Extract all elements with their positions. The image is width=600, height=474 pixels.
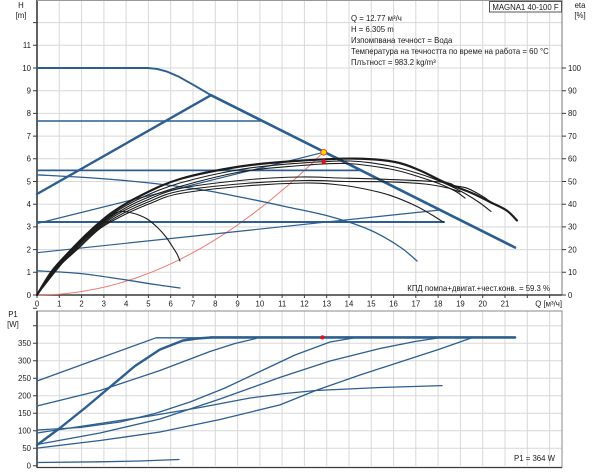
svg-text:7: 7 bbox=[27, 132, 31, 141]
svg-text:6: 6 bbox=[27, 155, 31, 164]
svg-text:15: 15 bbox=[367, 300, 376, 309]
svg-text:4: 4 bbox=[27, 200, 32, 209]
svg-text:300: 300 bbox=[18, 357, 32, 366]
svg-text:Q = 12.77 м³/ч: Q = 12.77 м³/ч bbox=[351, 14, 402, 23]
svg-text:0: 0 bbox=[27, 291, 32, 300]
svg-text:Температура на течността по вр: Температура на течността по време на раб… bbox=[351, 47, 549, 56]
svg-text:1: 1 bbox=[27, 268, 31, 277]
svg-text:9: 9 bbox=[27, 87, 31, 96]
svg-text:9: 9 bbox=[235, 300, 239, 309]
svg-text:0: 0 bbox=[35, 300, 40, 309]
svg-text:250: 250 bbox=[18, 374, 32, 383]
svg-text:4: 4 bbox=[124, 300, 129, 309]
svg-text:3: 3 bbox=[27, 223, 31, 232]
svg-text:[%]: [%] bbox=[574, 11, 585, 20]
svg-text:H: H bbox=[18, 1, 24, 10]
svg-text:21: 21 bbox=[501, 300, 510, 309]
svg-text:10: 10 bbox=[568, 268, 577, 277]
svg-text:[m]: [m] bbox=[16, 11, 27, 20]
svg-text:8: 8 bbox=[213, 300, 217, 309]
svg-text:20: 20 bbox=[568, 245, 577, 254]
svg-text:H = 6.305 m: H = 6.305 m bbox=[351, 25, 394, 34]
svg-text:7: 7 bbox=[191, 300, 195, 309]
svg-text:8: 8 bbox=[27, 109, 31, 118]
svg-text:18: 18 bbox=[434, 300, 443, 309]
svg-text:5: 5 bbox=[146, 300, 151, 309]
svg-text:КПД помпа+двигат.+чест.конв. =: КПД помпа+двигат.+чест.конв. = 59.3 % bbox=[407, 284, 550, 293]
svg-text:11: 11 bbox=[278, 300, 286, 309]
svg-text:16: 16 bbox=[389, 300, 398, 309]
svg-text:MAGNA1 40-100 F: MAGNA1 40-100 F bbox=[492, 3, 559, 12]
svg-text:80: 80 bbox=[568, 109, 577, 118]
svg-text:13: 13 bbox=[322, 300, 331, 309]
svg-text:Плътност = 983.2 kg/m³: Плътност = 983.2 kg/m³ bbox=[351, 58, 436, 67]
svg-text:2: 2 bbox=[27, 245, 31, 254]
svg-text:200: 200 bbox=[18, 392, 32, 401]
svg-text:30: 30 bbox=[568, 223, 577, 232]
svg-text:350: 350 bbox=[18, 339, 32, 348]
svg-text:[W]: [W] bbox=[7, 320, 19, 329]
svg-text:10: 10 bbox=[22, 64, 31, 73]
svg-text:11: 11 bbox=[23, 41, 31, 50]
svg-text:0: 0 bbox=[27, 462, 32, 471]
svg-text:20: 20 bbox=[478, 300, 487, 309]
svg-text:P1: P1 bbox=[8, 310, 18, 319]
svg-text:50: 50 bbox=[22, 444, 31, 453]
svg-text:Q [м³/ч]: Q [м³/ч] bbox=[535, 300, 562, 309]
svg-text:10: 10 bbox=[256, 300, 265, 309]
svg-text:17: 17 bbox=[412, 300, 421, 309]
svg-text:50: 50 bbox=[568, 177, 577, 186]
svg-text:2: 2 bbox=[79, 300, 83, 309]
svg-text:70: 70 bbox=[568, 132, 577, 141]
svg-text:60: 60 bbox=[568, 155, 577, 164]
svg-text:0: 0 bbox=[568, 291, 573, 300]
svg-text:Изпомпвана течност = Вода: Изпомпвана течност = Вода bbox=[351, 36, 453, 45]
svg-text:12: 12 bbox=[300, 300, 309, 309]
svg-text:5: 5 bbox=[27, 177, 32, 186]
svg-text:100: 100 bbox=[568, 64, 582, 73]
svg-text:P1 = 364 W: P1 = 364 W bbox=[514, 454, 556, 463]
svg-text:19: 19 bbox=[456, 300, 465, 309]
svg-text:3: 3 bbox=[102, 300, 106, 309]
svg-text:14: 14 bbox=[345, 300, 354, 309]
svg-text:90: 90 bbox=[568, 87, 577, 96]
svg-text:6: 6 bbox=[169, 300, 173, 309]
svg-text:40: 40 bbox=[568, 200, 577, 209]
svg-text:150: 150 bbox=[18, 409, 32, 418]
svg-text:eta: eta bbox=[575, 1, 587, 10]
svg-text:1: 1 bbox=[57, 300, 61, 309]
svg-text:100: 100 bbox=[18, 427, 32, 436]
